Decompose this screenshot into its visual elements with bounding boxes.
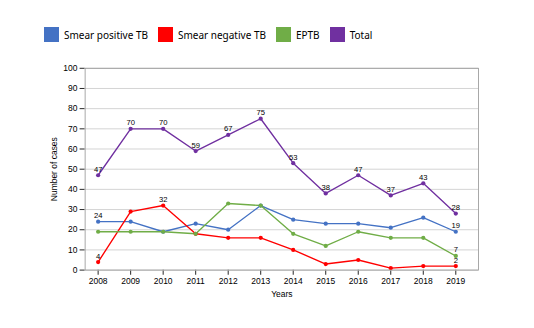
svg-text:67: 67: [224, 124, 232, 133]
svg-text:70: 70: [159, 118, 167, 127]
svg-text:2019: 2019: [446, 276, 465, 286]
svg-text:4: 4: [96, 252, 101, 261]
svg-text:2011: 2011: [187, 276, 206, 286]
svg-text:70: 70: [68, 124, 78, 134]
svg-text:2015: 2015: [316, 276, 335, 286]
svg-text:2018: 2018: [414, 276, 433, 286]
svg-text:Years: Years: [271, 289, 292, 299]
svg-text:30: 30: [68, 204, 78, 214]
svg-text:47: 47: [94, 165, 102, 174]
svg-text:2008: 2008: [89, 276, 108, 286]
svg-text:0: 0: [73, 265, 78, 275]
svg-text:2: 2: [454, 256, 458, 265]
svg-text:53: 53: [289, 153, 297, 162]
svg-text:19: 19: [452, 221, 460, 230]
svg-text:40: 40: [68, 184, 78, 194]
svg-text:59: 59: [191, 141, 199, 150]
html-text:Total: Total: [349, 27, 373, 42]
svg-text:10: 10: [68, 245, 78, 255]
html-text:EPTB: EPTB: [296, 27, 320, 42]
svg-text:60: 60: [68, 144, 78, 154]
svg-text:90: 90: [68, 83, 78, 93]
svg-text:2009: 2009: [121, 276, 140, 286]
svg-text:Number of cases: Number of cases: [49, 137, 59, 201]
svg-text:2017: 2017: [381, 276, 400, 286]
svg-text:80: 80: [68, 103, 78, 113]
svg-text:20: 20: [68, 224, 78, 234]
html-text:Smear positive TB: Smear positive TB: [64, 27, 148, 42]
svg-text:32: 32: [159, 195, 167, 204]
html-text:Smear negative TB: Smear negative TB: [178, 27, 266, 42]
svg-text:24: 24: [94, 211, 103, 220]
svg-text:2013: 2013: [251, 276, 270, 286]
svg-text:47: 47: [354, 165, 362, 174]
svg-text:2014: 2014: [284, 276, 303, 286]
svg-text:28: 28: [452, 203, 460, 212]
svg-text:7: 7: [454, 245, 458, 254]
svg-text:43: 43: [419, 173, 427, 182]
svg-text:2010: 2010: [154, 276, 173, 286]
svg-text:70: 70: [126, 118, 134, 127]
svg-text:2012: 2012: [219, 276, 238, 286]
svg-text:38: 38: [321, 183, 329, 192]
svg-text:50: 50: [68, 164, 78, 174]
svg-text:2016: 2016: [349, 276, 368, 286]
svg-text:100: 100: [63, 63, 77, 73]
svg-text:75: 75: [256, 108, 264, 117]
svg-text:37: 37: [387, 185, 395, 194]
